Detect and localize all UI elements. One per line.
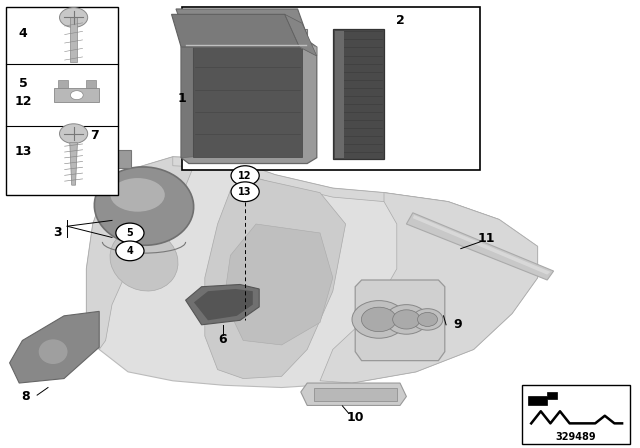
Circle shape bbox=[352, 301, 406, 338]
Text: 11: 11 bbox=[477, 232, 495, 245]
Polygon shape bbox=[301, 383, 406, 405]
Ellipse shape bbox=[110, 228, 178, 291]
Bar bbox=[522, 385, 630, 444]
Bar bbox=[70, 17, 77, 62]
Bar bbox=[182, 7, 480, 170]
Polygon shape bbox=[93, 150, 131, 168]
Circle shape bbox=[412, 309, 443, 330]
Text: 1: 1 bbox=[178, 92, 187, 105]
Polygon shape bbox=[86, 157, 538, 388]
Circle shape bbox=[70, 90, 83, 99]
Bar bbox=[86, 80, 96, 88]
Circle shape bbox=[393, 310, 420, 329]
Polygon shape bbox=[181, 40, 317, 56]
Text: 6: 6 bbox=[218, 333, 227, 346]
Polygon shape bbox=[181, 47, 193, 158]
Text: 13: 13 bbox=[14, 145, 32, 158]
Polygon shape bbox=[181, 40, 317, 164]
Text: 12: 12 bbox=[14, 95, 32, 108]
Text: 4: 4 bbox=[127, 246, 133, 256]
FancyBboxPatch shape bbox=[314, 388, 397, 401]
Circle shape bbox=[385, 305, 428, 334]
Polygon shape bbox=[194, 289, 253, 320]
Circle shape bbox=[417, 312, 438, 327]
Text: 9: 9 bbox=[453, 318, 462, 332]
Circle shape bbox=[60, 124, 88, 143]
Polygon shape bbox=[413, 215, 550, 275]
Polygon shape bbox=[205, 177, 346, 379]
Circle shape bbox=[362, 307, 396, 332]
Text: 5: 5 bbox=[19, 78, 28, 90]
Text: 10: 10 bbox=[346, 411, 364, 424]
Polygon shape bbox=[172, 14, 300, 47]
Bar bbox=[54, 87, 99, 102]
Text: 8: 8 bbox=[21, 390, 30, 403]
Polygon shape bbox=[355, 280, 445, 361]
Ellipse shape bbox=[94, 167, 194, 245]
Polygon shape bbox=[320, 193, 538, 383]
Polygon shape bbox=[186, 284, 259, 325]
Circle shape bbox=[231, 166, 259, 185]
Text: 329489: 329489 bbox=[556, 432, 596, 442]
Polygon shape bbox=[333, 29, 384, 159]
Circle shape bbox=[60, 8, 88, 27]
Polygon shape bbox=[528, 392, 557, 405]
Ellipse shape bbox=[110, 178, 165, 212]
Polygon shape bbox=[173, 157, 499, 228]
Text: 2: 2 bbox=[396, 13, 404, 27]
Bar bbox=[6, 7, 118, 195]
Ellipse shape bbox=[39, 340, 68, 364]
Polygon shape bbox=[198, 29, 307, 161]
Polygon shape bbox=[176, 9, 310, 45]
Circle shape bbox=[231, 182, 259, 202]
Polygon shape bbox=[10, 311, 99, 383]
Text: 13: 13 bbox=[238, 187, 252, 197]
Text: 7: 7 bbox=[90, 129, 99, 142]
Circle shape bbox=[116, 241, 144, 261]
Polygon shape bbox=[86, 157, 192, 349]
Polygon shape bbox=[224, 224, 333, 345]
Bar bbox=[58, 80, 68, 88]
Circle shape bbox=[116, 223, 144, 243]
Text: 5: 5 bbox=[127, 228, 133, 238]
Text: 12: 12 bbox=[238, 171, 252, 181]
Polygon shape bbox=[70, 142, 77, 185]
Polygon shape bbox=[406, 213, 554, 280]
FancyBboxPatch shape bbox=[335, 31, 344, 158]
Text: 3: 3 bbox=[53, 226, 62, 240]
Bar bbox=[193, 47, 302, 157]
Text: 4: 4 bbox=[19, 27, 28, 40]
Polygon shape bbox=[285, 14, 317, 56]
